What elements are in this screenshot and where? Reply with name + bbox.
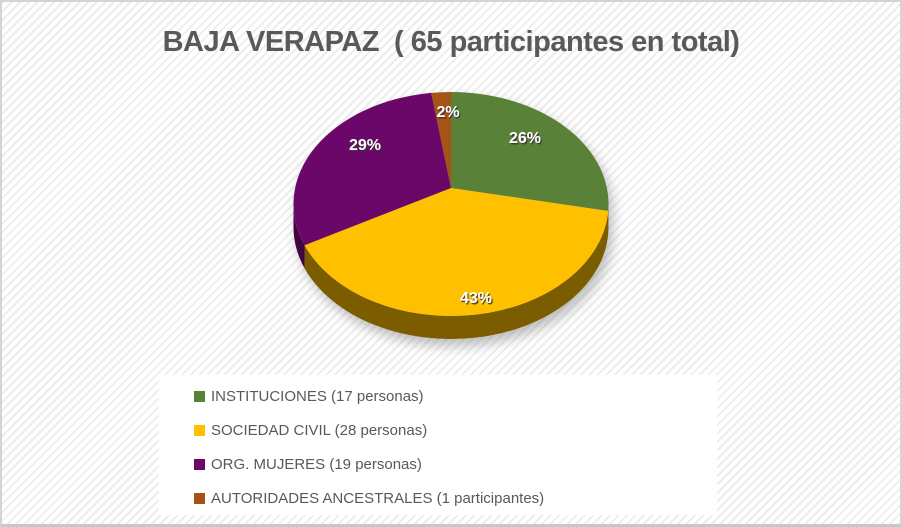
pie-slice-autoridades-ancestrales xyxy=(431,92,451,188)
slice-percent-label: 43% xyxy=(460,290,492,307)
legend-item-label: INSTITUCIONES (17 personas) xyxy=(211,387,424,405)
slice-percent-label: 26% xyxy=(509,130,541,147)
legend-item-label: ORG. MUJERES (19 personas) xyxy=(211,455,422,473)
legend-item-label: SOCIEDAD CIVIL (28 personas) xyxy=(211,421,428,439)
pie-slice-org-mujeres xyxy=(293,92,451,246)
pie-slice-instituciones xyxy=(451,92,609,212)
legend-item: AUTORIDADES ANCESTRALES (1 participantes… xyxy=(194,481,717,515)
legend-swatch-icon xyxy=(194,458,205,470)
slice-percent-label: 29% xyxy=(349,137,381,154)
pie-slice-side xyxy=(293,204,305,269)
legend-swatch-icon xyxy=(194,424,205,436)
legend-swatch-icon xyxy=(194,390,205,402)
slice-percent-label: 26% xyxy=(510,131,542,148)
pie-slice-sociedad-civil xyxy=(304,188,609,316)
legend-item: INSTITUCIONES (17 personas) xyxy=(194,379,717,413)
slice-percent-label: 43% xyxy=(461,291,493,308)
chart-title: BAJA VERAPAZ ( 65 participantes en total… xyxy=(162,26,740,58)
pie-slice-side xyxy=(304,211,609,339)
slice-percent-label: 29% xyxy=(350,138,382,155)
legend-item: ORG. MUJERES (19 personas) xyxy=(194,447,717,481)
legend-item-label: AUTORIDADES ANCESTRALES (1 participantes… xyxy=(211,489,545,507)
legend-swatch-icon xyxy=(194,492,205,504)
legend: INSTITUCIONES (17 personas) SOCIEDAD CIV… xyxy=(159,375,717,515)
slice-percent-label: 2% xyxy=(436,104,459,121)
legend-item: SOCIEDAD CIVIL (28 personas) xyxy=(194,413,717,447)
slice-percent-label: 2% xyxy=(438,105,461,122)
